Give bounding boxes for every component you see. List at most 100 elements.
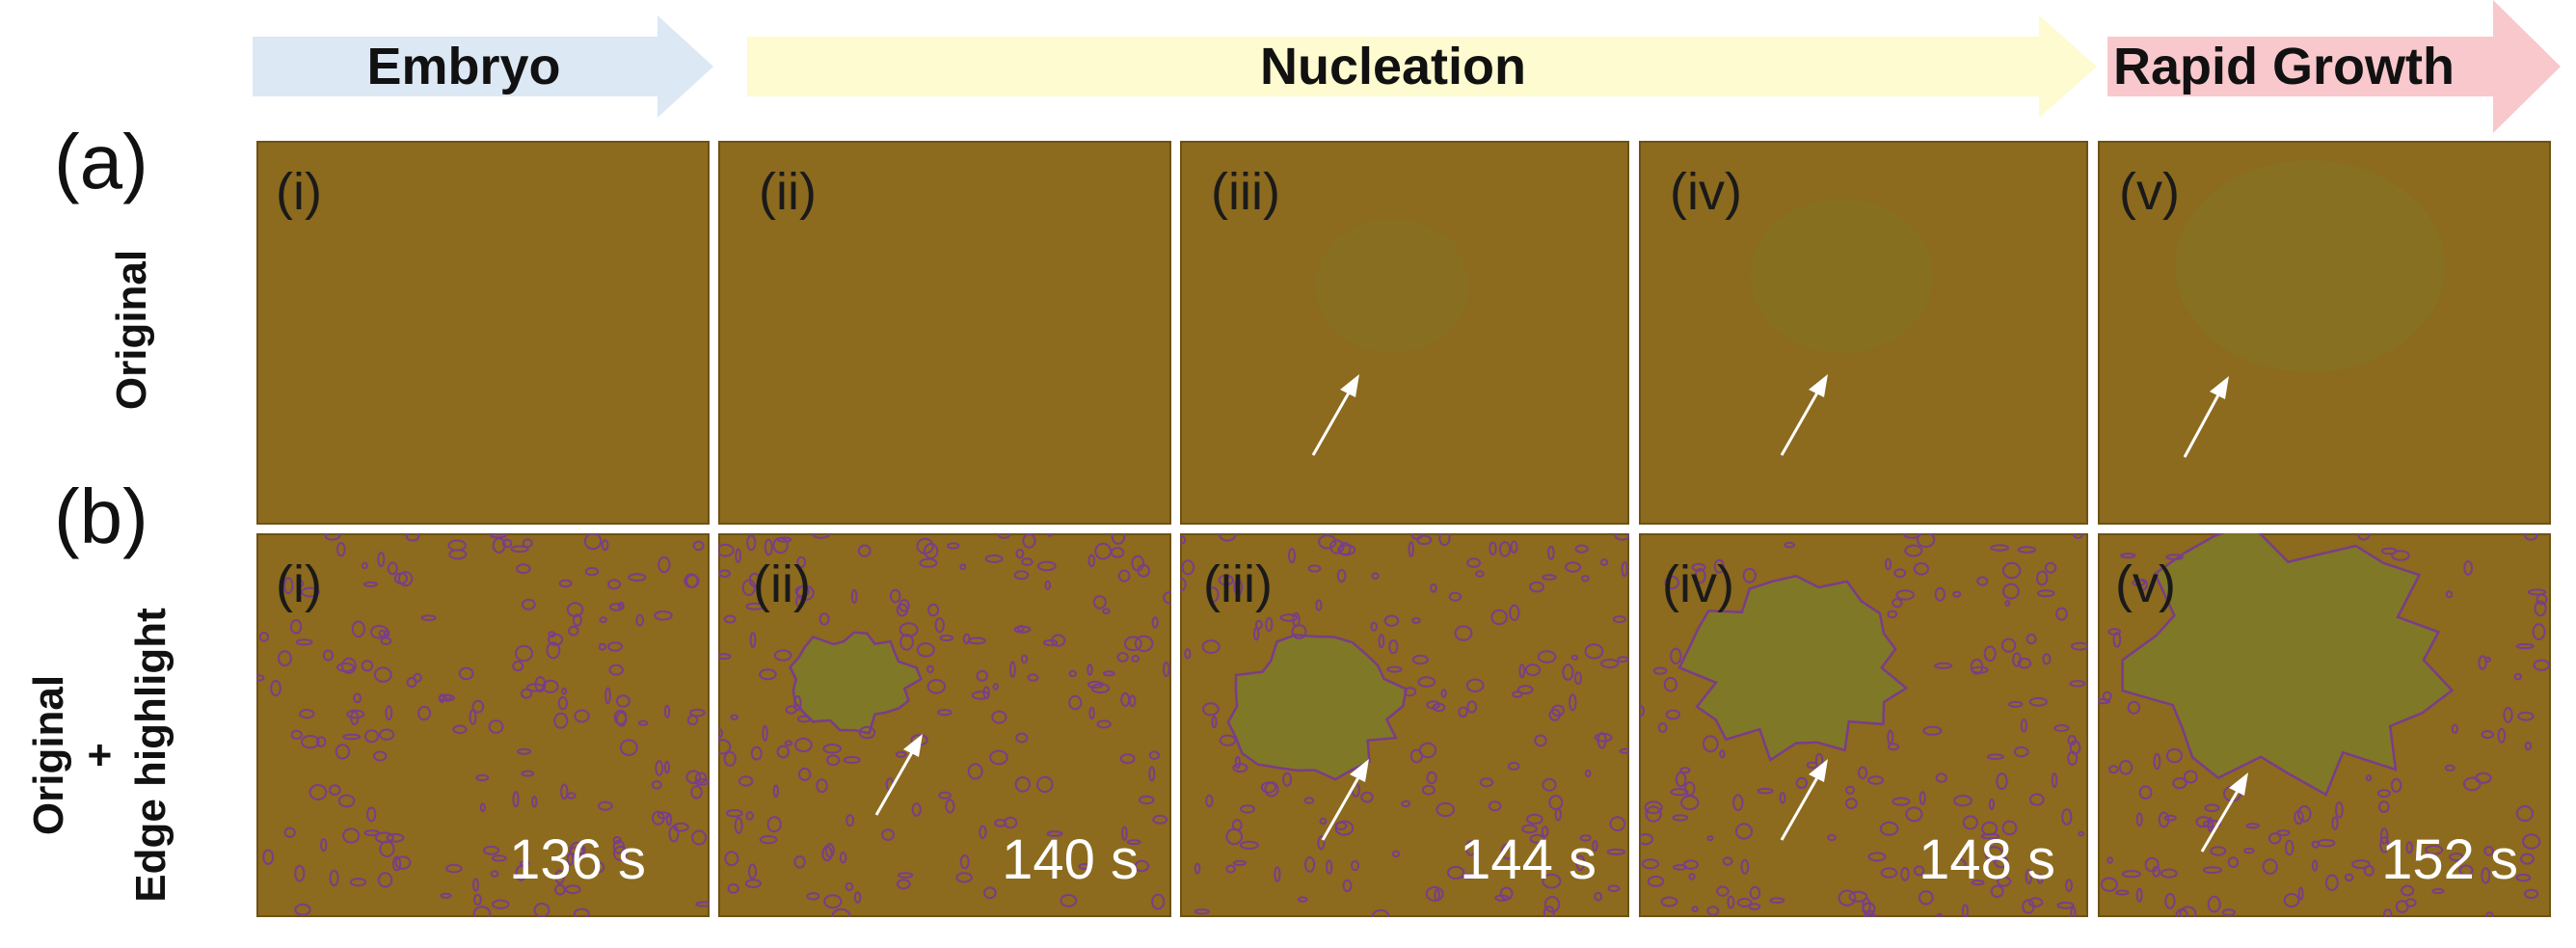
edge-speckle: [565, 884, 581, 895]
panel-id: (v): [2119, 163, 2180, 221]
edge-highlight-overlay: [718, 533, 1171, 917]
edge-speckle: [1537, 650, 1557, 664]
edge-speckle: [979, 825, 987, 839]
edge-speckle: [2027, 897, 2044, 907]
edge-speckle: [916, 642, 935, 658]
edge-speckle: [793, 695, 802, 712]
edge-speckle: [730, 714, 739, 720]
edge-speckle: [1351, 859, 1359, 872]
edge-speckle: [385, 705, 393, 721]
edge-speckle: [568, 625, 579, 637]
edge-speckle: [1592, 840, 1598, 853]
edge-speckle: [685, 770, 702, 785]
edge-speckle: [1742, 567, 1758, 583]
edge-speckle: [2102, 691, 2112, 702]
edge-speckle: [1784, 541, 1795, 549]
edge-speckle: [798, 767, 812, 781]
edge-speckle: [1458, 706, 1468, 718]
edge-speckle: [299, 709, 315, 719]
edge-speckle: [1647, 876, 1665, 887]
panel-edge-v: (v) 152 s: [2098, 533, 2551, 917]
edge-speckle: [992, 683, 999, 691]
edge-speckle: [2515, 643, 2535, 649]
edge-speckle: [766, 816, 782, 833]
edge-speckle: [262, 849, 275, 865]
edge-speckle: [1094, 542, 1113, 560]
edge-speckle: [1292, 611, 1301, 628]
edge-speckle: [458, 666, 474, 681]
edge-speckle: [1180, 577, 1187, 592]
edge-speckle: [349, 878, 367, 887]
edge-speckle: [1317, 835, 1326, 851]
edge-speckle: [2331, 816, 2339, 830]
edge-speckle: [997, 533, 1011, 539]
edge-speckle: [1219, 734, 1237, 746]
edge-speckle: [1218, 533, 1237, 542]
edge-speckle: [517, 747, 532, 755]
edge-speckle: [2285, 839, 2294, 856]
edge-speckle: [1887, 743, 1900, 751]
edge-speckle: [2294, 809, 2304, 826]
edge-speckle: [1543, 906, 1555, 917]
edge-speckle: [1027, 673, 1039, 682]
edge-speckle: [1570, 654, 1579, 661]
edge-speckle: [2311, 859, 2319, 872]
nucleus-shade: [1315, 218, 1469, 353]
edge-speckle: [1990, 544, 2010, 552]
edge-speckle: [1983, 645, 1997, 663]
edge-speckle: [1518, 664, 1526, 679]
edge-speckle: [1893, 568, 1907, 579]
edge-speckle: [2036, 589, 2055, 598]
edge-speckle: [1371, 572, 1380, 581]
edge-highlight-overlay: [2098, 533, 2550, 917]
edge-speckle: [881, 828, 895, 842]
edge-speckle: [1680, 795, 1700, 811]
edge-speckle: [1736, 897, 1753, 907]
edge-speckle: [1096, 719, 1113, 729]
edge-speckle: [1617, 656, 1629, 664]
edge-speckle: [2179, 906, 2197, 917]
edge-speckle: [1151, 616, 1159, 629]
edge-speckle: [1121, 826, 1128, 841]
edge-speckle: [823, 894, 843, 909]
edge-speckle: [569, 841, 586, 859]
edge-speckle: [2017, 657, 2032, 669]
edge-speckle: [1614, 533, 1629, 541]
edge-speckle: [392, 855, 402, 872]
edge-speckle: [2534, 600, 2547, 617]
edge-speckle: [2483, 846, 2494, 856]
edge-speckle: [1905, 806, 1923, 823]
edge-speckle: [324, 533, 341, 541]
edge-speckle: [1727, 895, 1735, 909]
edge-speckle: [1913, 562, 1929, 576]
edge-speckle: [1014, 775, 1031, 793]
edge-speckle: [615, 711, 628, 727]
edge-speckle: [1574, 671, 1582, 686]
edge-speckle: [744, 879, 763, 889]
edge-speckle: [983, 886, 997, 900]
edge-speckle: [652, 810, 665, 826]
edge-speckle: [1416, 534, 1433, 546]
edge-speckle: [309, 784, 328, 800]
edge-speckle: [2524, 888, 2539, 900]
edge-speckle: [598, 800, 613, 811]
edge-speckle: [911, 802, 922, 817]
edge-speckle: [296, 580, 305, 587]
edge-speckle: [2524, 741, 2533, 751]
edge-speckle: [2175, 908, 2188, 917]
edge-speckle: [533, 903, 550, 917]
edge-speckle: [937, 709, 953, 717]
edge-speckle: [984, 554, 1004, 563]
edge-speckle: [1181, 559, 1195, 576]
edge-speckle: [1194, 862, 1201, 875]
edge-speckle: [1184, 648, 1192, 660]
edge-speckle: [1688, 873, 1696, 880]
edge-speckle: [1884, 557, 1892, 571]
edge-speckle: [574, 709, 590, 723]
edge-speckle: [1716, 885, 1730, 897]
edge-speckle: [1554, 807, 1562, 822]
panel-id: (i): [276, 555, 322, 613]
edge-speckle: [2051, 772, 2058, 789]
edge-speckle: [1466, 700, 1478, 714]
edge-speckle: [2107, 765, 2119, 774]
